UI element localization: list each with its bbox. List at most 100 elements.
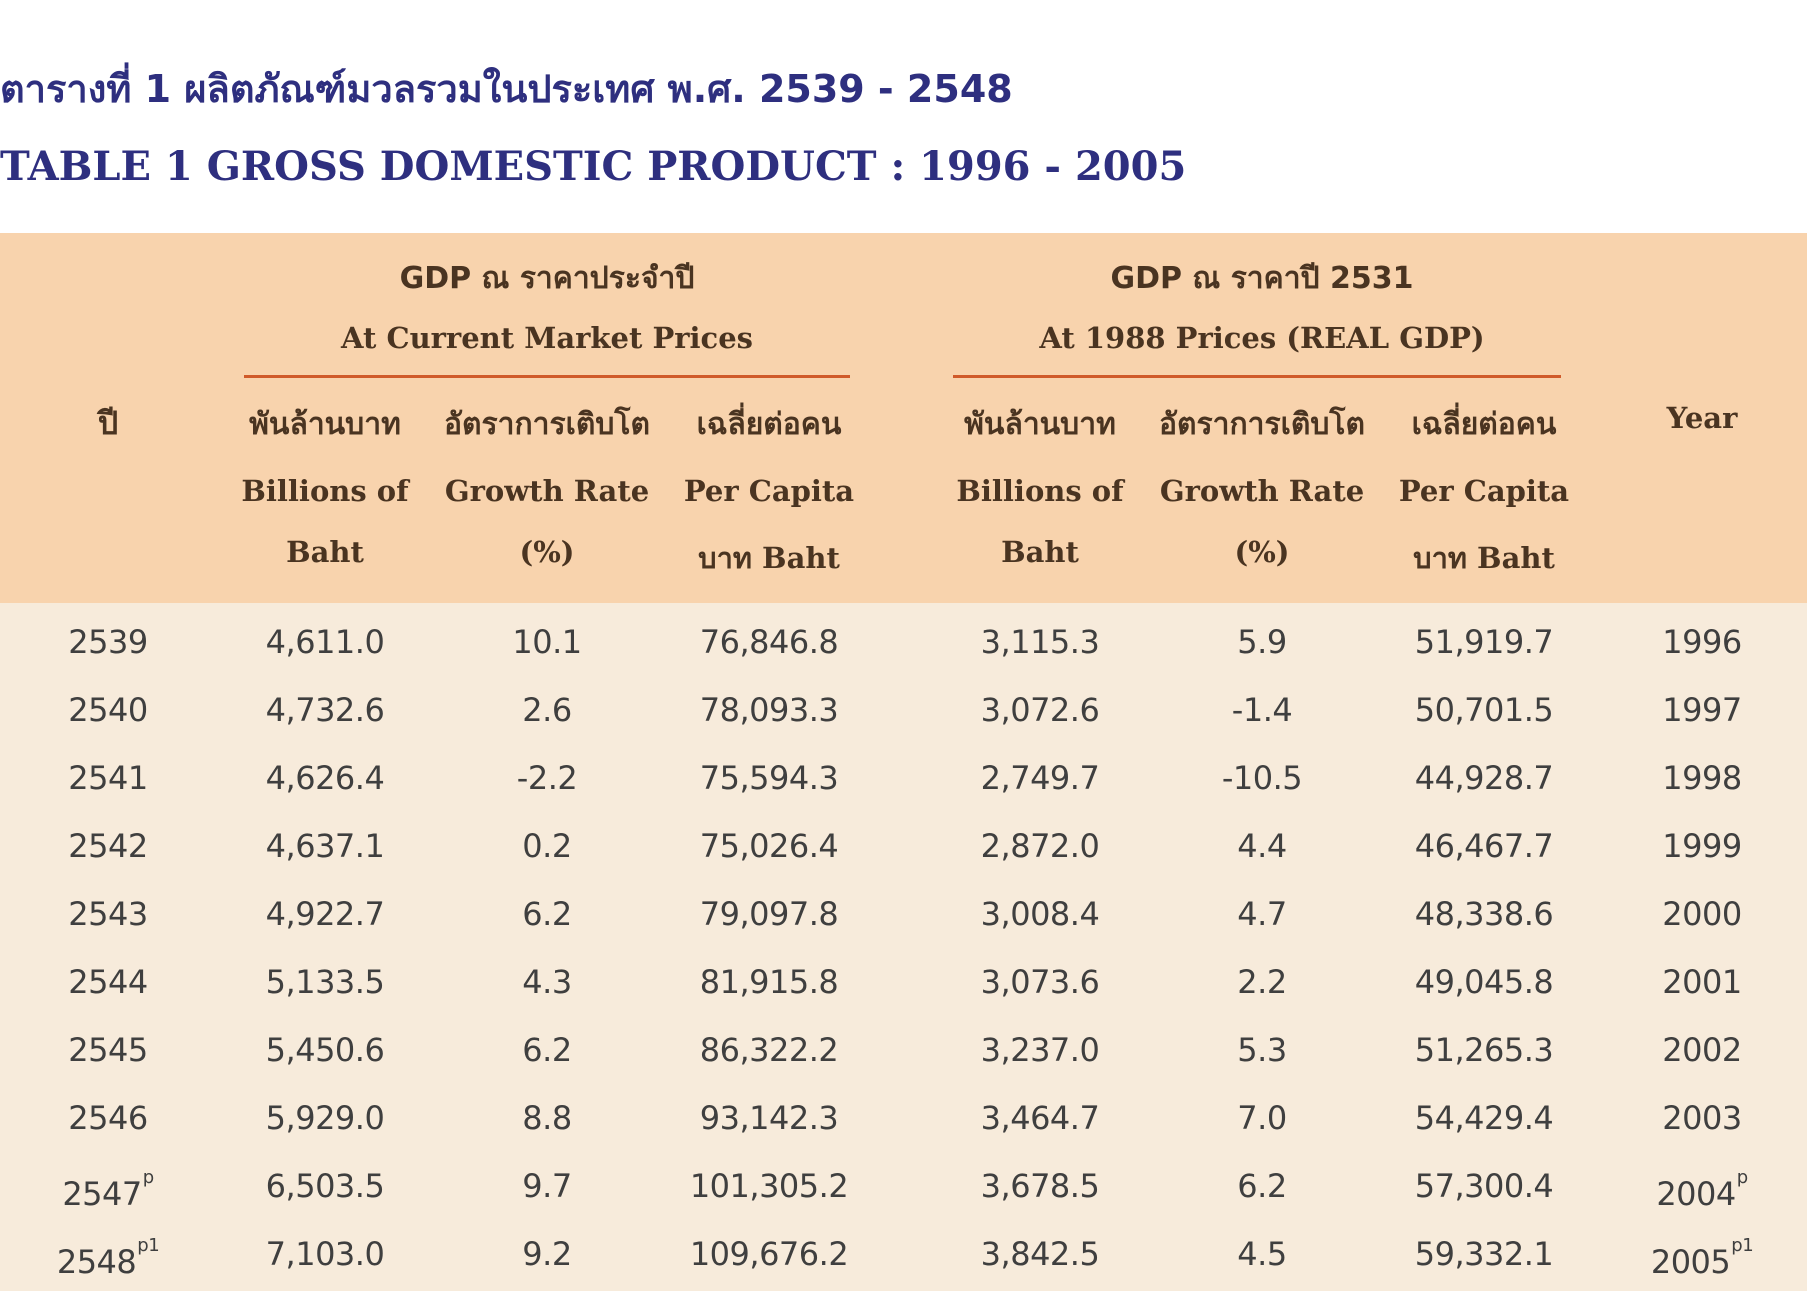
real-percapita-cell-value: 50,701.5 (1414, 691, 1554, 729)
cur-billions-cell-value: 5,450.6 (265, 1031, 385, 1069)
real-growth-cell: 6.2 (1237, 1167, 1287, 1205)
real-billions-cell-value: 2,749.7 (980, 759, 1100, 797)
real-percapita-cell-value: 46,467.7 (1414, 827, 1554, 865)
real-percapita-cell: 46,467.7 (1415, 827, 1554, 865)
thai-year-cell: 2544 (68, 963, 148, 1001)
cur-billions-cell: 4,611.0 (266, 623, 385, 661)
real-billions-cell-value: 3,008.4 (980, 895, 1100, 933)
cur-percapita-cell-value: 93,142.3 (699, 1099, 839, 1137)
real-billions-cell-value: 3,678.5 (980, 1167, 1100, 1205)
thai-year-cell-value: 2539 (68, 623, 148, 661)
footnote-marker: p1 (137, 1235, 160, 1256)
cur-percapita-cell: 79,097.8 (700, 895, 839, 933)
cur-growth-cell-value: 0.2 (522, 827, 572, 865)
cur-billions-header-en1: Billions of (241, 474, 409, 508)
real-percapita-cell-value: 54,429.4 (1414, 1099, 1554, 1137)
real-billions-cell: 3,678.5 (981, 1167, 1100, 1205)
cur-percapita-cell: 101,305.2 (690, 1167, 849, 1205)
real-percapita-header-thai: เฉลี่ยต่อคน (1411, 407, 1557, 442)
real-percapita-header-en1: Per Capita (1398, 474, 1570, 508)
real-billions-cell-value: 3,072.6 (980, 691, 1100, 729)
real-growth-cell: 2.2 (1237, 963, 1287, 1001)
year-cell-value: 2004 (1656, 1175, 1736, 1213)
real-billions-cell-value: 3,464.7 (980, 1099, 1100, 1137)
real-growth-cell-value: 6.2 (1237, 1167, 1287, 1205)
real-growth-header-thai: อัตราการเติบโต (1159, 407, 1365, 442)
cur-growth-cell-value: -2.2 (516, 759, 578, 797)
cur-percapita-cell-value: 75,594.3 (699, 759, 839, 797)
current-prices-title-english: At Current Market Prices (341, 321, 753, 355)
cur-growth-header-en2: (%) (519, 535, 575, 569)
real-billions-header-thai: พันล้านบาท (964, 407, 1116, 442)
real-billions-cell: 3,072.6 (981, 691, 1100, 729)
thai-year-cell: 2546 (68, 1099, 148, 1137)
real-growth-cell: 7.0 (1237, 1099, 1287, 1137)
footnote-marker: p (142, 1167, 154, 1188)
year-cell-value: 2001 (1662, 963, 1742, 1001)
cur-growth-cell: 4.3 (522, 963, 572, 1001)
real-percapita-cell-value: 59,332.1 (1414, 1235, 1554, 1273)
table-header-background (0, 233, 1807, 603)
cur-growth-header-en1: Growth Rate (444, 474, 650, 508)
cur-percapita-cell: 81,915.8 (700, 963, 839, 1001)
cur-growth-cell: 9.7 (522, 1167, 572, 1205)
cur-percapita-cell: 76,846.8 (700, 623, 839, 661)
cur-percapita-header-en2: บาท Baht (698, 541, 840, 575)
cur-billions-cell-value: 5,929.0 (265, 1099, 385, 1137)
year-cell: 2003 (1662, 1099, 1742, 1137)
real-billions-cell: 2,749.7 (981, 759, 1100, 797)
real-growth-header-en2: (%) (1234, 535, 1290, 569)
cur-billions-cell: 4,922.7 (266, 895, 385, 933)
year-cell-value: 2005 (1650, 1243, 1731, 1281)
cur-billions-header-en2: Baht (286, 535, 364, 569)
real-growth-cell-value: -10.5 (1221, 759, 1303, 797)
cur-growth-cell: 6.2 (522, 895, 572, 933)
table-title-thai: ตารางที่ 1 ผลิตภัณฑ์มวลรวมในประเทศ พ.ศ. … (0, 67, 1013, 111)
real-billions-cell-value: 3,073.6 (980, 963, 1100, 1001)
real-percapita-cell: 57,300.4 (1415, 1167, 1554, 1205)
cur-growth-cell-value: 9.2 (522, 1235, 572, 1273)
cur-growth-cell-value: 6.2 (522, 1031, 572, 1069)
cur-percapita-cell-value: 109,676.2 (689, 1235, 849, 1273)
year-cell-value: 1998 (1662, 759, 1742, 797)
cur-billions-cell-value: 6,503.5 (265, 1167, 385, 1205)
thai-year-cell: 2540 (68, 691, 148, 729)
cur-percapita-cell-value: 75,026.4 (699, 827, 839, 865)
real-growth-cell-value: 4.5 (1237, 1235, 1287, 1273)
cur-billions-cell: 6,503.5 (266, 1167, 385, 1205)
thai-year-cell: 2542 (68, 827, 148, 865)
year-cell: 2005p1 (1650, 1235, 1754, 1281)
cur-growth-cell-value: 9.7 (522, 1167, 572, 1205)
real-prices-title-english: At 1988 Prices (REAL GDP) (1039, 321, 1485, 355)
thai-year-cell-value: 2548 (56, 1243, 137, 1281)
cur-billions-cell-value: 5,133.5 (265, 963, 385, 1001)
real-billions-cell: 3,073.6 (981, 963, 1100, 1001)
thai-year-column-header: ปี (97, 404, 119, 442)
real-billions-cell: 3,842.5 (981, 1235, 1100, 1273)
cur-percapita-cell: 86,322.2 (700, 1031, 839, 1069)
real-growth-cell-value: -1.4 (1231, 691, 1293, 729)
real-growth-cell-value: 4.4 (1237, 827, 1287, 865)
cur-percapita-cell-value: 79,097.8 (699, 895, 839, 933)
cur-growth-cell-value: 10.1 (512, 623, 582, 661)
cur-billions-cell: 5,133.5 (266, 963, 385, 1001)
real-growth-cell: 4.4 (1237, 827, 1287, 865)
year-cell-value: 2000 (1662, 895, 1742, 933)
real-growth-cell-value: 5.9 (1237, 623, 1287, 661)
real-percapita-cell: 51,919.7 (1415, 623, 1554, 661)
real-prices-title-thai: GDP ณ ราคาปี 2531 (1110, 261, 1414, 296)
real-percapita-cell-value: 51,919.7 (1414, 623, 1554, 661)
real-percapita-cell: 50,701.5 (1415, 691, 1554, 729)
thai-year-cell: 2543 (68, 895, 148, 933)
cur-growth-cell: 6.2 (522, 1031, 572, 1069)
year-cell: 1999 (1662, 827, 1742, 865)
cur-percapita-cell-value: 81,915.8 (699, 963, 839, 1001)
real-billions-cell: 3,008.4 (981, 895, 1100, 933)
thai-year-cell: 2547p (62, 1167, 154, 1213)
year-cell-value: 1999 (1662, 827, 1742, 865)
cur-billions-cell-value: 4,732.6 (265, 691, 385, 729)
table-title-english: TABLE 1 GROSS DOMESTIC PRODUCT : 1996 - … (0, 143, 1187, 190)
footnote-marker: p (1736, 1167, 1748, 1188)
year-cell-value: 1996 (1662, 623, 1742, 661)
real-growth-cell: -10.5 (1221, 759, 1303, 797)
